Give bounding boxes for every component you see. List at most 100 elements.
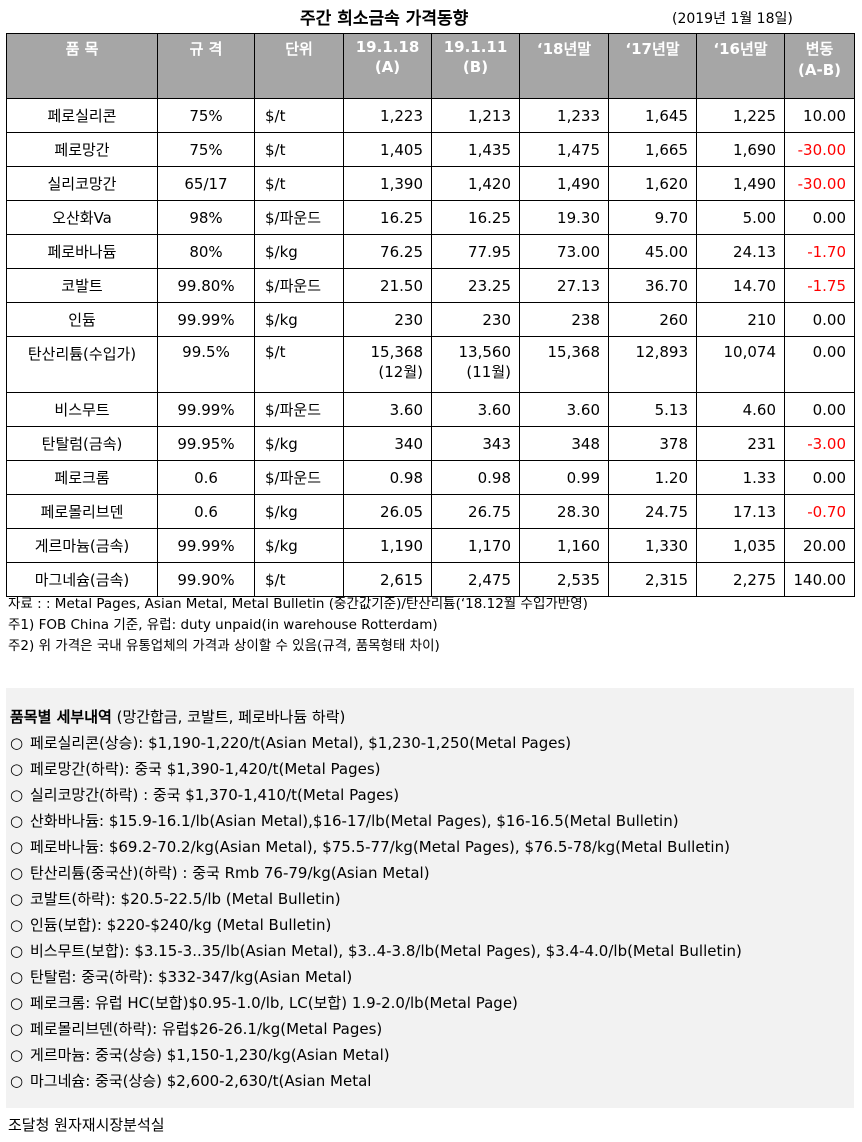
item-name-cell: 오산화Va [6, 200, 158, 235]
price-2018-cell: 0.99 [519, 460, 609, 495]
circle-bullet-icon: ○ [10, 994, 24, 1012]
report-title: 주간 희소금속 가격동향 [300, 9, 469, 29]
table-row: 인듐 99.99% $/kg 230 230 238 260 210 0.00 [6, 302, 855, 337]
spec-cell: 0.6 [157, 494, 255, 529]
detail-item-text: 페로크롬: 유럽 HC(보합)$0.95-1.0/lb, LC(보합) 1.9-… [30, 994, 518, 1012]
circle-bullet-icon: ○ [10, 786, 24, 804]
table-row: 탄산리튬(수입가) 99.5% $/t 15,368 (12월) 13,560 (11월) 1… [6, 336, 855, 393]
col-header-end-2018: ‘18년말 [519, 33, 609, 99]
price-2018-cell: 348 [519, 426, 609, 461]
price-2016-cell: 10,074 [696, 336, 785, 393]
item-name-cell: 마그네슘(금속) [6, 562, 158, 597]
circle-bullet-icon: ○ [10, 1072, 24, 1090]
table-row: 페로몰리브덴 0.6 $/kg 26.05 26.75 28.30 24.75 17.13 -0… [6, 494, 855, 529]
price-previous-cell: 13,560 (11월) [431, 336, 520, 393]
price-previous-cell: 3.60 [431, 392, 520, 427]
spec-cell: 80% [157, 234, 255, 269]
unit-cell: $/t [254, 166, 344, 201]
table-row: 실리코망간 65/17 $/t 1,390 1,420 1,490 1,620 1,490 -3… [6, 166, 855, 201]
spec-cell: 99.99% [157, 392, 255, 427]
price-previous-cell: 1,420 [431, 166, 520, 201]
col-header-spec: 규 격 [157, 33, 255, 99]
detail-item: ○ 페로바나듐: $69.2-70.2/kg(Asian Metal), $75.… [10, 836, 742, 862]
price-2017-cell: 1.20 [608, 460, 697, 495]
unit-cell: $/kg [254, 426, 344, 461]
price-2017-cell: 45.00 [608, 234, 697, 269]
price-2016-cell: 14.70 [696, 268, 785, 303]
change-cell: 10.00 [784, 98, 855, 133]
price-2016-cell: 17.13 [696, 494, 785, 529]
price-2016-cell: 4.60 [696, 392, 785, 427]
unit-cell: $/kg [254, 302, 344, 337]
price-current-cell: 26.05 [343, 494, 432, 529]
detail-item-text: 코발트(하락): $20.5-22.5/lb (Metal Bulletin) [30, 890, 341, 908]
detail-item: ○ 산화바나듐: $15.9-16.1/lb(Asian Metal),$16-1… [10, 810, 742, 836]
detail-item-text: 게르마늄: 중국(상승) $1,150-1,230/kg(Asian Metal… [30, 1046, 390, 1064]
price-2017-cell: 1,330 [608, 528, 697, 563]
price-previous-cell: 23.25 [431, 268, 520, 303]
col-header-current: 19.1.18 (A) [343, 33, 432, 99]
unit-cell: $/kg [254, 234, 344, 269]
price-2018-cell: 15,368 [519, 336, 609, 393]
price-previous-cell: 2,475 [431, 562, 520, 597]
price-2017-cell: 378 [608, 426, 697, 461]
detail-item: ○ 코발트(하락): $20.5-22.5/lb (Metal Bulletin) [10, 888, 742, 914]
price-2018-cell: 27.13 [519, 268, 609, 303]
spec-cell: 75% [157, 98, 255, 133]
price-2016-cell: 1.33 [696, 460, 785, 495]
report-date: (2019년 1월 18일) [672, 11, 793, 27]
item-name-cell: 탄탈럼(금속) [6, 426, 158, 461]
detail-item: ○ 탄탈럼: 중국(하락): $332-347/kg(Asian Metal) [10, 966, 742, 992]
price-previous-cell: 343 [431, 426, 520, 461]
price-current-cell: 230 [343, 302, 432, 337]
detail-item: ○ 인듐(보합): $220-$240/kg (Metal Bulletin) [10, 914, 742, 940]
price-2016-cell: 5.00 [696, 200, 785, 235]
change-cell: -1.75 [784, 268, 855, 303]
change-cell: 0.00 [784, 392, 855, 427]
detail-item-text: 인듐(보합): $220-$240/kg (Metal Bulletin) [30, 916, 332, 934]
detail-item-text: 페로몰리브덴(하락): 유럽$26-26.1/kg(Metal Pages) [30, 1020, 383, 1038]
change-cell: -3.00 [784, 426, 855, 461]
price-2018-cell: 19.30 [519, 200, 609, 235]
col-header-end-2017: ‘17년말 [608, 33, 697, 99]
price-current-cell: 15,368 (12월) [343, 336, 432, 393]
footnote-2: 주2) 위 가격은 국내 유통업체의 가격과 상이할 수 있음(규격, 품목형태… [8, 638, 440, 654]
price-previous-cell: 0.98 [431, 460, 520, 495]
price-2016-cell: 210 [696, 302, 785, 337]
price-2016-cell: 1,690 [696, 132, 785, 167]
price-2018-cell: 1,475 [519, 132, 609, 167]
report-header: 주간 희소금속 가격동향 (2019년 1월 18일) [0, 2, 862, 30]
detail-item: ○ 게르마늄: 중국(상승) $1,150-1,230/kg(Asian Meta… [10, 1044, 742, 1070]
item-name-cell: 게르마늄(금속) [6, 528, 158, 563]
price-2018-cell: 238 [519, 302, 609, 337]
price-2016-cell: 1,035 [696, 528, 785, 563]
price-2018-cell: 1,160 [519, 528, 609, 563]
item-name-cell: 실리코망간 [6, 166, 158, 201]
detail-heading: 품목별 세부내역 (망간합금, 코발트, 페로바나듐 하락) [10, 708, 346, 726]
spec-cell: 65/17 [157, 166, 255, 201]
price-2018-cell: 2,535 [519, 562, 609, 597]
change-cell: 0.00 [784, 336, 855, 393]
unit-cell: $/파운드 [254, 200, 344, 235]
unit-cell: $/kg [254, 528, 344, 563]
change-cell: 140.00 [784, 562, 855, 597]
table-row: 페로바나듐 80% $/kg 76.25 77.95 73.00 45.00 24.13 -1.… [6, 234, 855, 269]
price-current-cell: 16.25 [343, 200, 432, 235]
price-2017-cell: 12,893 [608, 336, 697, 393]
detail-item-text: 페로실리콘(상승): $1,190-1,220/t(Asian Metal), … [30, 734, 572, 752]
unit-cell: $/파운드 [254, 268, 344, 303]
table-row: 페로실리콘 75% $/t 1,223 1,213 1,233 1,645 1,225 10.0… [6, 98, 855, 133]
table-row: 마그네슘(금속) 99.90% $/t 2,615 2,475 2,535 2,315 2,2… [6, 562, 855, 597]
item-name-cell: 페로실리콘 [6, 98, 158, 133]
price-previous-cell: 230 [431, 302, 520, 337]
unit-cell: $/t [254, 562, 344, 597]
price-current-cell: 1,390 [343, 166, 432, 201]
detail-item: ○ 페로몰리브덴(하락): 유럽$26-26.1/kg(Metal Pages) [10, 1018, 742, 1044]
source-note: 자료 : : Metal Pages, Asian Metal, Metal B… [8, 596, 588, 612]
item-name-cell: 페로바나듐 [6, 234, 158, 269]
price-current-cell: 0.98 [343, 460, 432, 495]
price-current-cell: 1,405 [343, 132, 432, 167]
spec-cell: 99.90% [157, 562, 255, 597]
circle-bullet-icon: ○ [10, 968, 24, 986]
unit-cell: $/t [254, 98, 344, 133]
